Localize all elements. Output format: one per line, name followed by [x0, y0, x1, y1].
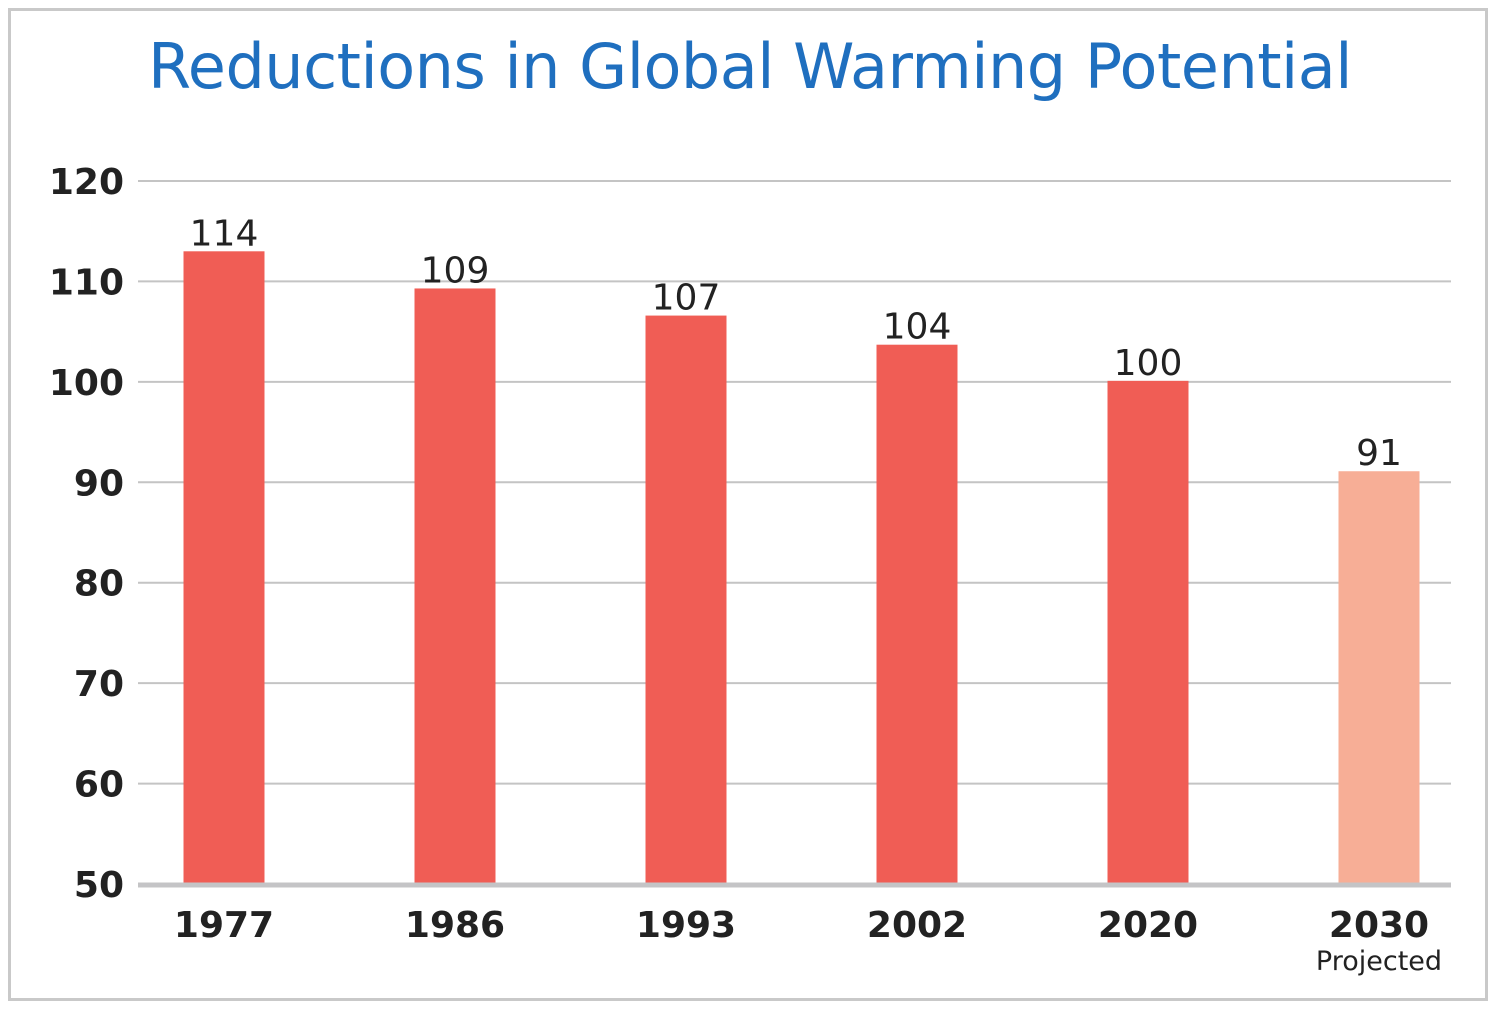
x-tick-label: 1986: [405, 905, 505, 946]
x-tick-label: 1977: [174, 905, 274, 946]
data-label: 104: [883, 307, 952, 348]
data-label: 91: [1356, 433, 1402, 474]
data-label: 109: [421, 250, 490, 291]
y-tick-label: 100: [49, 363, 124, 404]
y-tick-label: 110: [49, 262, 124, 303]
data-label: 107: [652, 278, 721, 319]
data-label: 100: [1114, 343, 1183, 384]
y-tick-label: 90: [74, 463, 124, 504]
y-tick-label: 80: [74, 564, 124, 605]
bar: [183, 251, 265, 885]
bar: [645, 315, 727, 884]
bar: [1107, 380, 1189, 884]
y-tick-label: 120: [49, 162, 124, 203]
x-tick-label: 2002: [867, 905, 967, 946]
x-tick-note: Projected: [1316, 946, 1442, 977]
y-tick-label: 50: [74, 865, 124, 906]
bar: [876, 344, 958, 884]
x-tick-label: 2020: [1098, 905, 1198, 946]
x-tick-label: 2030: [1329, 905, 1429, 946]
bar: [1338, 471, 1420, 884]
y-tick-label: 70: [74, 664, 124, 705]
x-tick-label: 1993: [636, 905, 736, 946]
bar: [414, 288, 496, 884]
chart-title: Reductions in Global Warming Potential: [148, 30, 1353, 103]
y-tick-label: 60: [74, 765, 124, 806]
data-label: 114: [190, 213, 259, 254]
